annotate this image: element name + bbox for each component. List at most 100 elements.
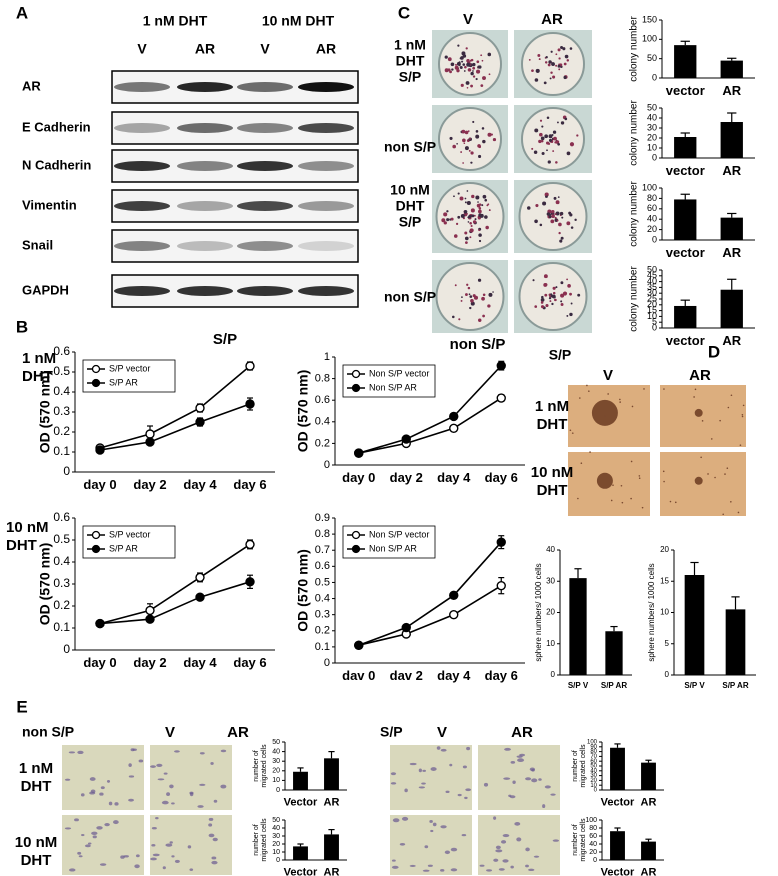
y-tick-label: 0 (665, 670, 670, 679)
colony (569, 142, 575, 147)
colony (531, 69, 534, 73)
colony (551, 210, 555, 214)
y-tick-label: 40 (546, 545, 555, 554)
colony (531, 147, 534, 150)
colony (455, 222, 459, 226)
x-tick-label: day 2 (133, 477, 166, 492)
y-tick-label: 0.3 (53, 576, 70, 590)
colony (470, 161, 473, 164)
legend-marker (91, 530, 101, 540)
migrated-cell (498, 868, 505, 871)
bar (324, 834, 339, 860)
colony (534, 128, 539, 133)
bar (293, 846, 308, 860)
colony (482, 194, 487, 199)
blot-band (298, 123, 354, 133)
y-tick-label: 20 (546, 608, 555, 617)
colony (460, 151, 463, 153)
colony (460, 83, 464, 87)
row-label: S/P (399, 214, 422, 230)
panel-label: C (398, 3, 410, 22)
legend-label: S/P AR (109, 543, 138, 553)
migrated-cell (390, 772, 397, 776)
y-tick-label: 30 (272, 758, 280, 765)
row-label: 1 nM (535, 398, 569, 415)
bar (720, 60, 743, 78)
y-tick-label: 0.5 (53, 532, 70, 546)
migrated-cell (514, 822, 521, 826)
migrated-cell (90, 789, 96, 794)
colony (478, 229, 481, 232)
bar (610, 747, 625, 790)
migrated-cell (430, 767, 437, 771)
y-axis-label: colony number (629, 100, 640, 166)
colony (459, 65, 463, 69)
migrated-cell (542, 804, 546, 809)
colony (533, 150, 538, 154)
colony (563, 75, 567, 80)
y-tick-label: 10 (647, 142, 657, 152)
colony (544, 293, 548, 297)
column-label: V (437, 724, 447, 741)
colony (460, 214, 465, 218)
y-tick-label: 0.2 (315, 437, 330, 449)
x-tick-label: day 6 (233, 655, 266, 670)
colony (540, 139, 544, 143)
bar (674, 305, 697, 328)
marker (95, 618, 105, 629)
marker (195, 403, 205, 413)
row-label: 1 nM (19, 760, 53, 777)
migrated-cell (187, 845, 192, 849)
colony (558, 222, 562, 227)
bar (605, 631, 623, 675)
colony (539, 132, 543, 137)
y-axis-label: number of (572, 824, 579, 856)
colony (540, 305, 545, 309)
migration-photo (478, 745, 560, 810)
colony (549, 300, 552, 303)
colony (569, 312, 573, 317)
row-label: DHT (22, 368, 53, 385)
colony (455, 63, 457, 66)
colony (535, 203, 539, 208)
legend-label: Non S/P AR (369, 382, 417, 392)
y-tick-label: 40 (647, 112, 657, 122)
colony (470, 224, 473, 228)
colony (550, 71, 553, 74)
column-label: V (603, 367, 613, 384)
colony (477, 144, 481, 148)
colony (542, 201, 547, 206)
colony (553, 136, 557, 141)
legend-marker (351, 530, 361, 540)
cell (719, 419, 721, 422)
colony (457, 192, 460, 195)
colony (444, 68, 449, 73)
y-tick-label: 0.2 (315, 625, 330, 637)
colony (539, 119, 543, 122)
marker (449, 609, 459, 620)
migrated-cell (166, 792, 171, 797)
colony (456, 142, 458, 145)
migration-photo (390, 745, 472, 810)
migrated-cell (424, 845, 429, 849)
colony (540, 136, 545, 141)
y-tick-label: 50 (590, 764, 597, 770)
row-label: 1 nM (22, 350, 56, 367)
colony (541, 295, 544, 299)
colony (540, 298, 545, 302)
blot-band (237, 241, 293, 251)
cell (694, 388, 697, 391)
migrated-cell (531, 778, 538, 783)
y-tick-label: 0.5 (315, 576, 330, 588)
migrated-cell (501, 840, 507, 844)
x-tick-label: vector (666, 163, 705, 178)
migrated-cell (189, 791, 194, 795)
migrated-cell (77, 851, 82, 855)
x-tick-label: AR (641, 797, 657, 809)
colony (464, 146, 469, 151)
colony (464, 201, 467, 204)
y-axis-label: OD (570 nm) (37, 371, 53, 453)
cell (571, 432, 574, 434)
colony (547, 160, 551, 164)
migrated-cell (409, 864, 416, 867)
